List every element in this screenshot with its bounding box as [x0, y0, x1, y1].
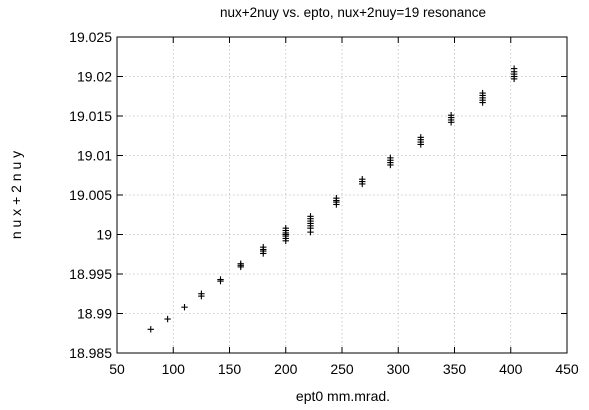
- data-point: [164, 315, 171, 323]
- data-point: [510, 65, 518, 72]
- x-tick-label: 400: [499, 361, 523, 377]
- data-point: [217, 276, 224, 283]
- data-point: [417, 134, 424, 141]
- y-tick-label: 19.005: [69, 187, 112, 203]
- y-tick-label: 18.985: [69, 345, 112, 361]
- x-tick-label: 200: [274, 361, 298, 377]
- grid-lines: [117, 37, 567, 353]
- x-tick-label: 50: [109, 361, 125, 377]
- x-tick-label: 100: [162, 361, 186, 377]
- data-point: [447, 112, 455, 119]
- x-tick-labels: 50 100 150 200 250 300 350 400 450: [109, 361, 579, 377]
- data-point: [359, 176, 366, 183]
- data-point: [147, 326, 154, 333]
- y-tick-label: 19: [96, 227, 112, 243]
- x-tick-label: 300: [387, 361, 411, 377]
- y-tick-label: 19.02: [77, 69, 112, 85]
- x-axis-label: ept0 mm.mrad.: [296, 388, 390, 404]
- data-point: [282, 224, 289, 232]
- x-tick-label: 250: [330, 361, 354, 377]
- data-point: [307, 213, 314, 220]
- data-point: [198, 290, 205, 297]
- data-point: [387, 154, 394, 162]
- data-point: [260, 243, 267, 251]
- x-tick-label: 350: [443, 361, 467, 377]
- data-point: [479, 89, 486, 97]
- y-tick-label: 19.015: [69, 108, 112, 124]
- x-tick-label: 150: [218, 361, 242, 377]
- chart-title: nux+2nuy vs. epto, nux+2nuy=19 resonance: [220, 5, 486, 20]
- data-point: [237, 260, 244, 267]
- y-axis-label: n u x + 2 n u y: [8, 151, 24, 239]
- y-tick-label: 18.99: [77, 306, 112, 322]
- plot-frame: [116, 36, 568, 354]
- y-tick-label: 18.995: [69, 266, 112, 282]
- y-tick-label: 19.025: [69, 29, 112, 45]
- data-point: [333, 194, 340, 202]
- y-tick-labels: 18.985 18.99 18.995 19 19.005 19.01 19.015 19.0…: [69, 29, 112, 361]
- y-tick-label: 19.01: [77, 148, 112, 164]
- data-points: [147, 65, 518, 333]
- data-point: [181, 303, 188, 311]
- x-tick-label: 450: [555, 361, 579, 377]
